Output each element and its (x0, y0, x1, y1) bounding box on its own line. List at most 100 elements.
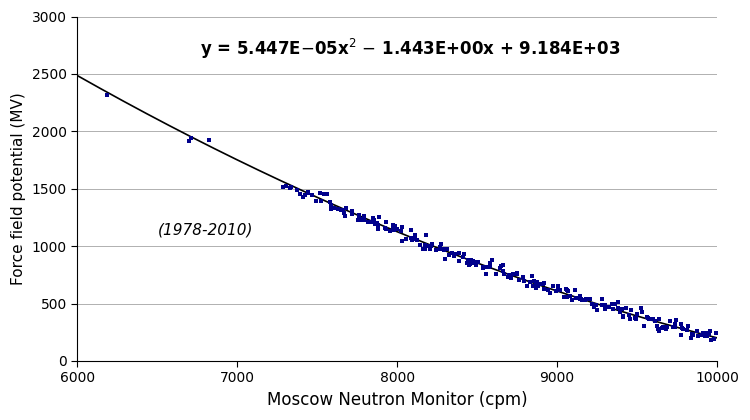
Point (620, 304, 632, 311)
Y-axis label: Force field potential (MV): Force field potential (MV) (11, 92, 26, 285)
Point (448, 250, 460, 257)
Point (406, 227, 418, 234)
Point (566, 297, 578, 303)
Point (494, 264, 506, 271)
Point (561, 287, 573, 294)
Point (464, 262, 476, 268)
Point (653, 316, 665, 323)
Point (453, 250, 465, 257)
Point (652, 326, 664, 332)
Point (686, 331, 698, 338)
Point (651, 323, 663, 329)
Point (598, 305, 610, 312)
Point (438, 246, 450, 252)
Point (634, 305, 646, 312)
Point (484, 259, 496, 266)
Point (319, 191, 331, 197)
Point (384, 228, 396, 234)
Point (511, 270, 523, 277)
Point (564, 293, 576, 299)
Point (526, 283, 538, 289)
Point (410, 235, 422, 242)
Point (628, 315, 640, 321)
Point (358, 213, 370, 220)
Point (704, 328, 716, 334)
Point (631, 311, 643, 318)
Point (368, 217, 380, 223)
Point (670, 322, 682, 328)
Point (458, 254, 470, 260)
Point (484, 263, 496, 270)
Point (442, 252, 454, 258)
Point (284, 185, 296, 192)
Point (340, 205, 352, 211)
Point (388, 226, 400, 233)
Point (703, 331, 715, 337)
Point (612, 299, 624, 306)
Point (465, 257, 477, 264)
Point (480, 270, 492, 277)
Point (574, 295, 586, 302)
Point (538, 280, 550, 287)
Point (653, 328, 665, 335)
Point (569, 287, 581, 294)
Point (467, 258, 479, 265)
Point (575, 295, 587, 302)
Text: y = 5.447E$-$05x$^{2}$ $-$ 1.443E+00x + 9.184E+03: y = 5.447E$-$05x$^{2}$ $-$ 1.443E+00x + … (200, 37, 620, 61)
Point (483, 263, 495, 270)
Point (558, 294, 570, 301)
Point (461, 257, 473, 263)
Point (608, 306, 619, 312)
Point (562, 288, 574, 294)
Point (552, 283, 564, 289)
Point (681, 327, 693, 334)
Point (380, 218, 392, 225)
Point (698, 331, 710, 337)
Point (609, 301, 621, 307)
Point (504, 273, 516, 280)
Point (476, 264, 488, 270)
Point (630, 316, 642, 323)
Point (660, 326, 672, 332)
Point (352, 215, 364, 222)
Point (688, 331, 700, 338)
Point (446, 249, 458, 256)
Point (416, 245, 428, 252)
Point (649, 317, 661, 324)
Point (411, 236, 423, 243)
Point (406, 236, 418, 243)
Point (338, 210, 350, 217)
Point (498, 270, 510, 277)
Point (430, 247, 442, 253)
Point (434, 241, 446, 248)
Point (337, 206, 349, 213)
Point (336, 207, 348, 214)
Point (675, 321, 687, 328)
Point (570, 295, 582, 302)
Point (278, 184, 290, 190)
Point (314, 189, 326, 196)
Point (346, 207, 358, 214)
Point (624, 315, 636, 322)
Point (324, 199, 336, 206)
Point (362, 219, 374, 226)
Point (352, 217, 364, 224)
Point (100, 92, 112, 98)
Point (203, 136, 215, 143)
Point (326, 201, 338, 208)
Point (675, 332, 687, 339)
Point (535, 281, 547, 288)
Point (614, 308, 626, 315)
Point (440, 246, 452, 252)
Point (419, 242, 431, 249)
Point (299, 192, 311, 199)
Point (590, 302, 602, 308)
Point (354, 216, 366, 223)
Point (616, 306, 628, 312)
Point (503, 274, 515, 281)
Point (497, 262, 509, 268)
Point (414, 241, 426, 248)
Point (623, 312, 635, 319)
Point (617, 314, 629, 320)
Point (325, 203, 337, 210)
